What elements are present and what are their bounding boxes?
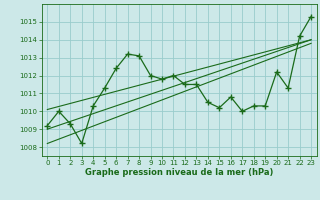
X-axis label: Graphe pression niveau de la mer (hPa): Graphe pression niveau de la mer (hPa) [85, 168, 273, 177]
